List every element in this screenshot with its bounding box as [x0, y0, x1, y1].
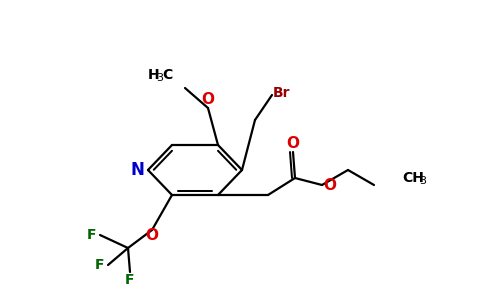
Text: N: N: [130, 161, 144, 179]
Text: F: F: [125, 273, 135, 287]
Text: C: C: [162, 68, 172, 82]
Text: 3: 3: [156, 73, 163, 83]
Text: O: O: [201, 92, 214, 107]
Text: O: O: [146, 229, 158, 244]
Text: CH: CH: [402, 171, 424, 185]
Text: O: O: [287, 136, 300, 152]
Text: F: F: [95, 258, 105, 272]
Text: F: F: [87, 228, 97, 242]
Text: H: H: [148, 68, 160, 82]
Text: O: O: [323, 178, 336, 193]
Text: Br: Br: [273, 86, 291, 100]
Text: 3: 3: [419, 176, 426, 186]
